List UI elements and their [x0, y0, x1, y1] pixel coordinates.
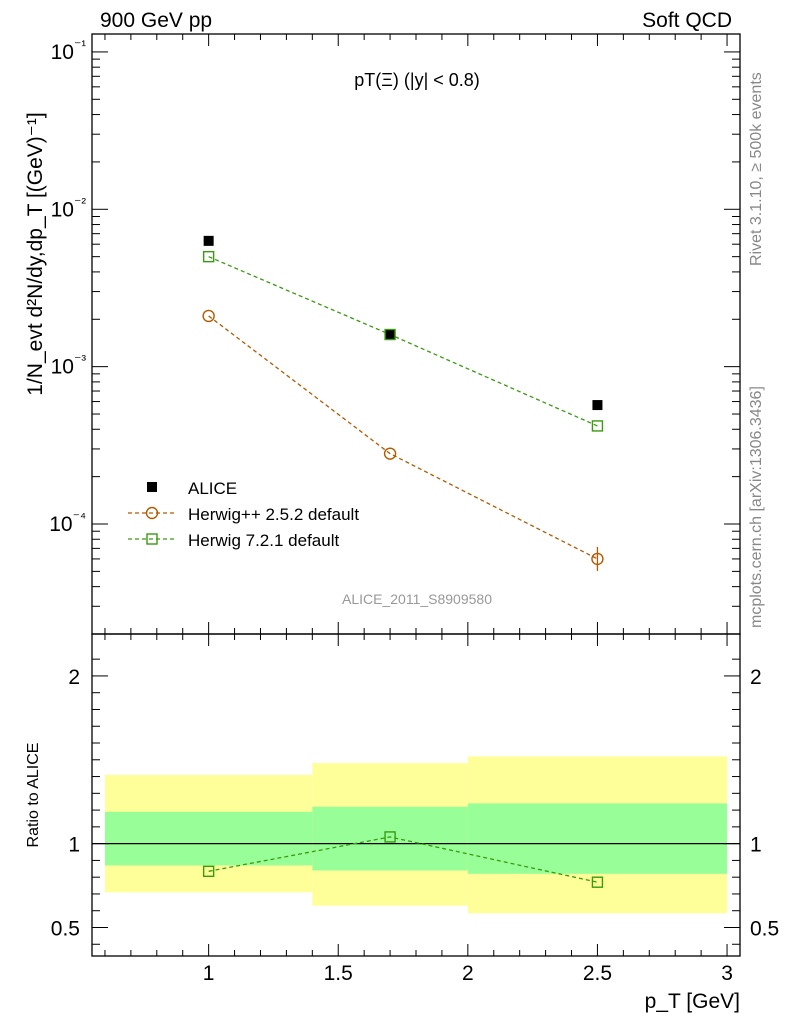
data-point: [385, 329, 396, 340]
header-left-label: 900 GeV pp: [100, 9, 213, 32]
ratio-y-tick-label-right: 2: [750, 666, 762, 689]
ratio-band-inner: [104, 811, 313, 866]
y-tick-label-base: 10: [51, 198, 74, 221]
legend-marker: [147, 482, 157, 492]
y-tick-label-exponent: ⁻²: [74, 194, 86, 210]
legend-label: Herwig++ 2.5.2 default: [188, 505, 359, 524]
y-tick-label-base: 10: [51, 356, 74, 379]
ratio-axis-label: Ratio to ALICE: [25, 743, 42, 848]
series-line: [208, 256, 598, 427]
analysis-watermark: ALICE_2011_S8909580: [342, 591, 492, 607]
ratio-y-tick-label-right: 1: [750, 834, 762, 857]
legend-marker: [146, 533, 158, 545]
legend-label: ALICE: [188, 479, 237, 498]
y-tick-label: 10⁻¹: [51, 37, 87, 64]
x-tick-label: 1: [203, 962, 215, 985]
x-axis-label: p_T [GeV]: [645, 990, 740, 1013]
ratio-y-tick-label: 0.5: [51, 917, 80, 940]
x-tick-label: 1.5: [324, 962, 353, 985]
data-point: [592, 400, 603, 411]
data-point: [383, 447, 397, 460]
y-axis-label: 1/N_evt d²N/dy,dp_T [(GeV)⁻¹]: [24, 112, 47, 395]
ratio-band-inner: [312, 806, 468, 871]
ratio-data-point: [591, 876, 604, 888]
data-point: [384, 328, 396, 341]
y-tick-label-base: 10: [51, 41, 74, 64]
ratio-data-point: [384, 831, 396, 843]
header-right-label: Soft QCD: [642, 9, 732, 32]
x-tick-label: 2.5: [583, 962, 612, 985]
y-tick-label: 10⁻²: [51, 194, 87, 221]
plot-title: pT(Ξ) (|y| < 0.8): [354, 70, 480, 90]
data-point: [591, 420, 604, 432]
data-point: [202, 250, 215, 263]
legend-marker: [145, 506, 159, 520]
y-tick-label-exponent: ⁻¹: [74, 37, 86, 53]
y-tick-label: 10⁻⁴: [49, 509, 86, 536]
y-tick-label: 10⁻³: [51, 352, 87, 379]
y-tick-label-exponent: ⁻⁴: [73, 509, 86, 525]
ratio-y-tick-label: 2: [68, 666, 80, 689]
x-tick-label: 3: [721, 962, 733, 985]
series-line: [208, 315, 598, 560]
data-point: [202, 309, 215, 323]
ratio-series-line: [208, 836, 598, 883]
mcplots-label: mcplots.cern.ch [arXiv:1306.3436]: [748, 386, 765, 628]
rivet-version-label: Rivet 3.1.10, ≥ 500k events: [748, 72, 765, 266]
y-tick-label-base: 10: [49, 513, 72, 536]
ratio-y-tick-label-right: 0.5: [750, 917, 779, 940]
ratio-y-tick-label: 1: [68, 834, 80, 857]
y-tick-label-exponent: ⁻³: [74, 352, 86, 368]
ratio-data-point: [202, 865, 215, 878]
ratio-band-inner: [467, 803, 728, 874]
legend-label: Herwig 7.2.1 default: [188, 531, 339, 550]
x-tick-label: 2: [462, 962, 474, 985]
data-point: [203, 235, 214, 246]
